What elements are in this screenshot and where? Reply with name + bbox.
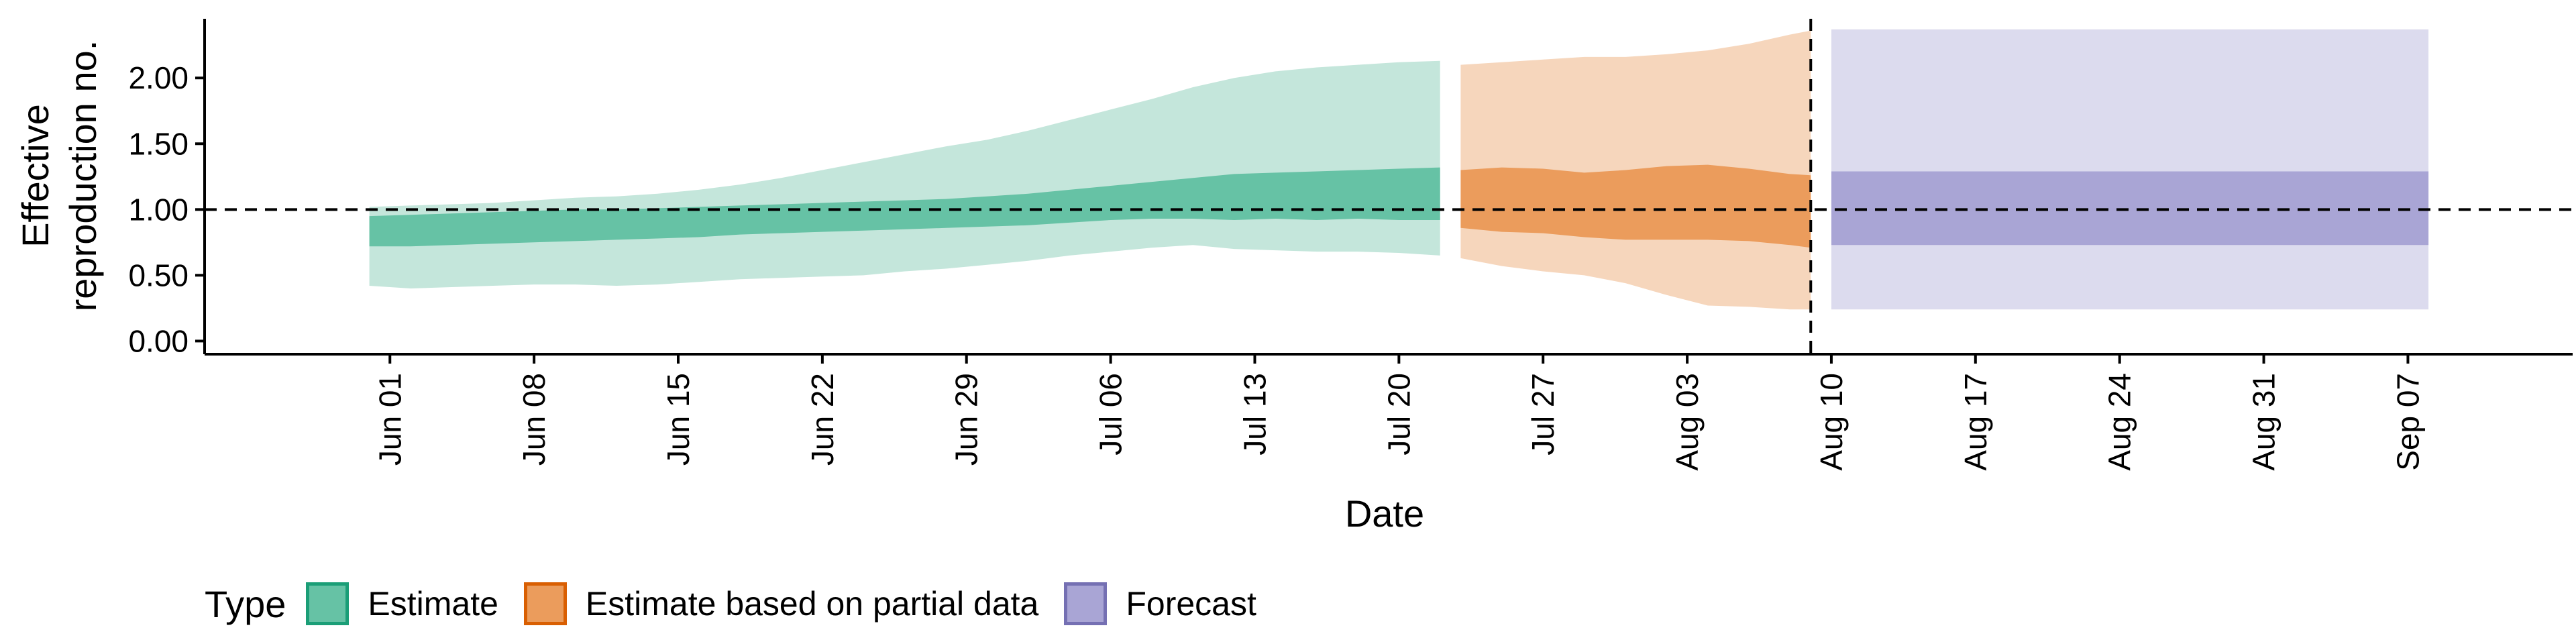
y-tick-label: 2.00 <box>128 60 189 95</box>
estimate-inner-band <box>369 167 1440 247</box>
x-tick-label: Jul 27 <box>1525 373 1560 455</box>
x-tick-label: Aug 17 <box>1958 373 1993 471</box>
legend-label-partial: Estimate based on partial data <box>585 585 1039 623</box>
y-tick-label: 0.00 <box>128 323 189 358</box>
x-tick-label: Jul 06 <box>1093 373 1128 455</box>
partial-inner-band <box>1460 164 1811 248</box>
x-tick-label: Aug 24 <box>2102 373 2137 471</box>
y-tick-label: 1.50 <box>128 126 189 161</box>
legend-item-forecast: Forecast <box>1064 582 1256 625</box>
x-tick-label: Aug 31 <box>2247 373 2282 471</box>
x-axis-title: Date <box>1345 492 1424 535</box>
legend-label-estimate: Estimate <box>368 585 498 623</box>
x-tick-label: Sep 07 <box>2390 373 2425 471</box>
legend-item-partial: Estimate based on partial data <box>523 582 1039 625</box>
forecast-outer-band <box>1831 29 2429 310</box>
x-tick-label: Jul 13 <box>1238 373 1273 455</box>
legend-title: Type <box>205 582 286 625</box>
x-tick-label: Jun 15 <box>661 373 696 466</box>
forecast-inner-band <box>1831 171 2429 246</box>
x-tick-label: Aug 03 <box>1670 373 1705 471</box>
legend-label-forecast: Forecast <box>1126 585 1256 623</box>
axes-layer: 0.00 0.50 1.00 1.50 2.00 Jun 01 Jun 08 Jun 15 Ju… <box>128 19 2573 471</box>
x-tick-label: Jun 22 <box>805 373 840 466</box>
x-tick-label: Jun 08 <box>517 373 551 466</box>
legend-key-partial <box>523 582 567 625</box>
legend: Type Estimate Estimate based on partial … <box>205 574 1282 634</box>
y-axis-title-line-2: reproduction no. <box>62 40 104 312</box>
legend-key-estimate <box>306 582 350 625</box>
x-tick-label: Jun 01 <box>372 373 407 466</box>
y-axis-title: Effective reproduction no. <box>14 40 104 312</box>
y-axis-title-line-1: Effective <box>14 104 56 248</box>
legend-key-forecast <box>1064 582 1108 625</box>
y-tick-label: 1.00 <box>128 192 189 227</box>
x-tick-label: Jun 29 <box>949 373 984 466</box>
x-tick-label: Jul 20 <box>1381 373 1416 455</box>
legend-item-estimate: Estimate <box>306 582 498 625</box>
y-tick-label: 0.50 <box>128 258 189 292</box>
bands-layer <box>369 29 2429 310</box>
reference-lines <box>205 19 2573 354</box>
x-tick-label: Aug 10 <box>1814 373 1849 471</box>
